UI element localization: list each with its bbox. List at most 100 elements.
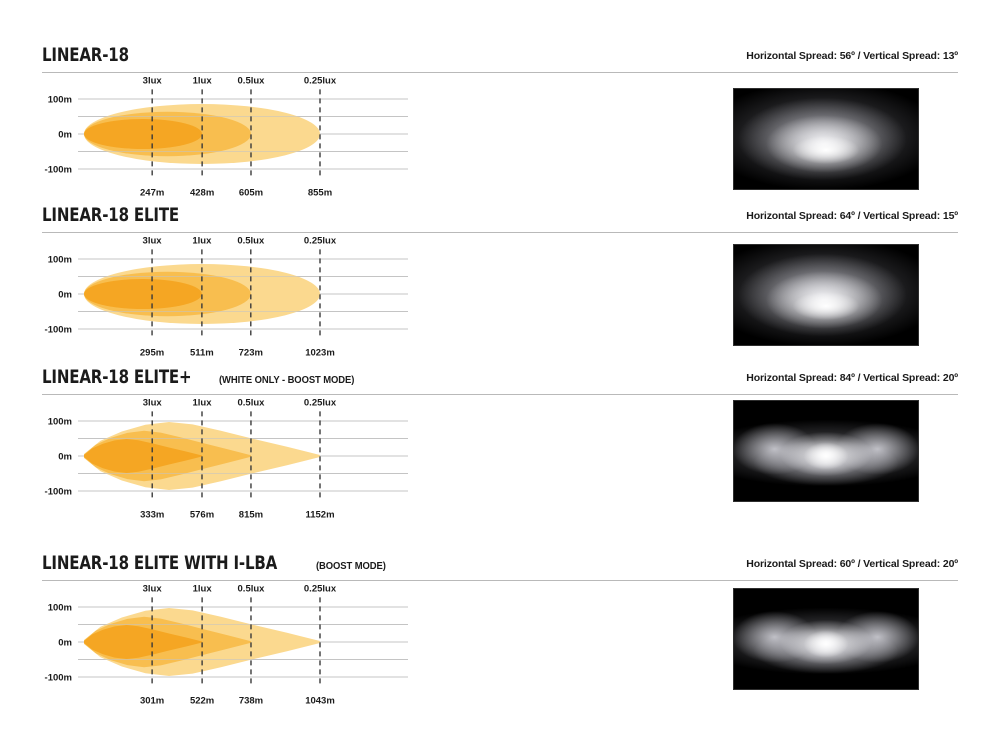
section-title-row: LINEAR-18 ELITE+ (WHITE ONLY - BOOST MOD… bbox=[42, 366, 369, 388]
lux-label: 3lux bbox=[143, 583, 163, 594]
lux-label: 1lux bbox=[193, 583, 213, 594]
distance-label: 1152m bbox=[305, 509, 334, 520]
title-divider bbox=[42, 72, 958, 73]
distance-label: 576m bbox=[190, 509, 214, 520]
beam-layer bbox=[84, 439, 202, 473]
y-axis-tick-label: -100m bbox=[45, 164, 72, 175]
beam-layer bbox=[84, 119, 203, 149]
lux-label: 0.5lux bbox=[237, 397, 265, 408]
vertical-spread-value: 20º bbox=[942, 372, 958, 384]
vertical-spread-label: Vertical Spread: bbox=[863, 558, 941, 570]
y-axis-tick-label: -100m bbox=[45, 672, 72, 683]
distance-label: 815m bbox=[239, 509, 263, 520]
lux-label: 0.5lux bbox=[237, 235, 265, 246]
distance-label: 1043m bbox=[305, 695, 335, 706]
lux-label: 0.5lux bbox=[238, 583, 266, 594]
lux-label: 3lux bbox=[143, 397, 163, 408]
section-title-row: LINEAR-18 ELITE bbox=[42, 204, 205, 226]
horizontal-spread-label: Horizontal Spread: bbox=[746, 558, 837, 570]
lux-label: 3lux bbox=[143, 75, 163, 86]
distance-label: 511m bbox=[190, 347, 214, 358]
page-subtitle: (WHITE ONLY - BOOST MODE) bbox=[218, 374, 355, 386]
beam-diagram: 100m 0m -100m 3lux 333m 1lux 576m 0.5lux 815m 0.2… bbox=[42, 397, 472, 536]
lux-label: 0.5lux bbox=[238, 75, 266, 86]
page-title: LINEAR-18 bbox=[42, 44, 129, 66]
beam-photo bbox=[733, 400, 919, 502]
page-title: LINEAR-18 ELITE bbox=[42, 204, 180, 226]
y-axis-tick-label: 100m bbox=[48, 416, 72, 427]
spread-info: Horizontal Spread: 60º / Vertical Spread… bbox=[746, 558, 958, 570]
title-divider bbox=[42, 232, 958, 233]
beam-diagram: 100m 0m -100m 3lux 295m 1lux 511m 0.5lux 723m 0.2… bbox=[42, 235, 472, 374]
beam-photo bbox=[733, 88, 919, 190]
beam-pattern bbox=[84, 264, 320, 324]
page-subtitle: (BOOST MODE) bbox=[316, 560, 386, 572]
y-axis-tick-label: 100m bbox=[48, 254, 72, 265]
lux-label: 3lux bbox=[143, 235, 163, 246]
spread-info: Horizontal Spread: 56º / Vertical Spread… bbox=[746, 50, 958, 62]
beam-diagram: 100m 0m -100m 3lux 247m 1lux 428m 0.5lux 605m 0.2… bbox=[42, 75, 472, 214]
beam-glow bbox=[734, 401, 918, 501]
y-axis-tick-label: 0m bbox=[58, 289, 72, 300]
spread-info: Horizontal Spread: 64º / Vertical Spread… bbox=[746, 210, 958, 222]
spread-separator: / bbox=[857, 372, 861, 384]
distance-label: 295m bbox=[140, 347, 164, 358]
page-title: LINEAR-18 ELITE+ bbox=[42, 366, 192, 388]
y-axis-tick-label: -100m bbox=[45, 324, 72, 335]
title-divider bbox=[42, 394, 958, 395]
lux-label: 0.25lux bbox=[304, 235, 337, 246]
horizontal-spread-value: 60º bbox=[839, 558, 855, 570]
distance-label: 605m bbox=[239, 187, 263, 198]
beam-layer bbox=[84, 625, 203, 659]
horizontal-spread-value: 56º bbox=[839, 50, 855, 62]
distance-label: 1023m bbox=[305, 347, 335, 358]
vertical-spread-value: 20º bbox=[942, 558, 958, 570]
spread-separator: / bbox=[857, 558, 861, 570]
beam-diagram: 100m 0m -100m 3lux 301m 1lux 522m 0.5lux 738m 0.2… bbox=[42, 583, 472, 722]
y-axis-tick-label: -100m bbox=[45, 486, 72, 497]
beam-photo bbox=[733, 588, 919, 690]
beam-pattern bbox=[84, 104, 320, 164]
vertical-spread-label: Vertical Spread: bbox=[863, 50, 941, 62]
distance-label: 301m bbox=[140, 695, 164, 706]
spread-separator: / bbox=[857, 50, 861, 62]
horizontal-spread-label: Horizontal Spread: bbox=[746, 210, 837, 222]
distance-label: 247m bbox=[140, 187, 164, 198]
section-title-row: LINEAR-18 bbox=[42, 44, 148, 66]
lux-label: 0.25lux bbox=[304, 583, 337, 594]
distance-label: 855m bbox=[308, 187, 332, 198]
vertical-spread-label: Vertical Spread: bbox=[863, 372, 941, 384]
y-axis-tick-label: 100m bbox=[48, 602, 72, 613]
distance-label: 428m bbox=[190, 187, 214, 198]
title-divider bbox=[42, 580, 958, 581]
lux-label: 0.25lux bbox=[304, 75, 337, 86]
vertical-spread-label: Vertical Spread: bbox=[863, 210, 941, 222]
distance-label: 522m bbox=[190, 695, 214, 706]
spread-info: Horizontal Spread: 84º / Vertical Spread… bbox=[746, 372, 958, 384]
lux-label: 1lux bbox=[192, 397, 212, 408]
page-title: LINEAR-18 ELITE WITH I-LBA bbox=[42, 552, 278, 574]
vertical-spread-value: 15º bbox=[942, 210, 958, 222]
distance-label: 723m bbox=[239, 347, 263, 358]
section-title-row: LINEAR-18 ELITE WITH I-LBA (BOOST MODE) bbox=[42, 552, 394, 574]
vertical-spread-value: 13º bbox=[942, 50, 958, 62]
beam-layer bbox=[84, 279, 202, 309]
lux-label: 1lux bbox=[192, 235, 212, 246]
distance-label: 333m bbox=[140, 509, 164, 520]
y-axis-tick-label: 0m bbox=[58, 637, 72, 648]
beam-glow bbox=[734, 89, 918, 189]
horizontal-spread-label: Horizontal Spread: bbox=[746, 372, 837, 384]
distance-label: 738m bbox=[239, 695, 263, 706]
y-axis-tick-label: 100m bbox=[48, 94, 72, 105]
horizontal-spread-value: 84º bbox=[839, 372, 855, 384]
horizontal-spread-label: Horizontal Spread: bbox=[746, 50, 837, 62]
beam-glow bbox=[734, 245, 918, 345]
beam-glow bbox=[734, 589, 918, 689]
horizontal-spread-value: 64º bbox=[839, 210, 855, 222]
lux-label: 1lux bbox=[193, 75, 213, 86]
y-axis-tick-label: 0m bbox=[58, 451, 72, 462]
y-axis-tick-label: 0m bbox=[58, 129, 72, 140]
beam-photo bbox=[733, 244, 919, 346]
spread-separator: / bbox=[857, 210, 861, 222]
